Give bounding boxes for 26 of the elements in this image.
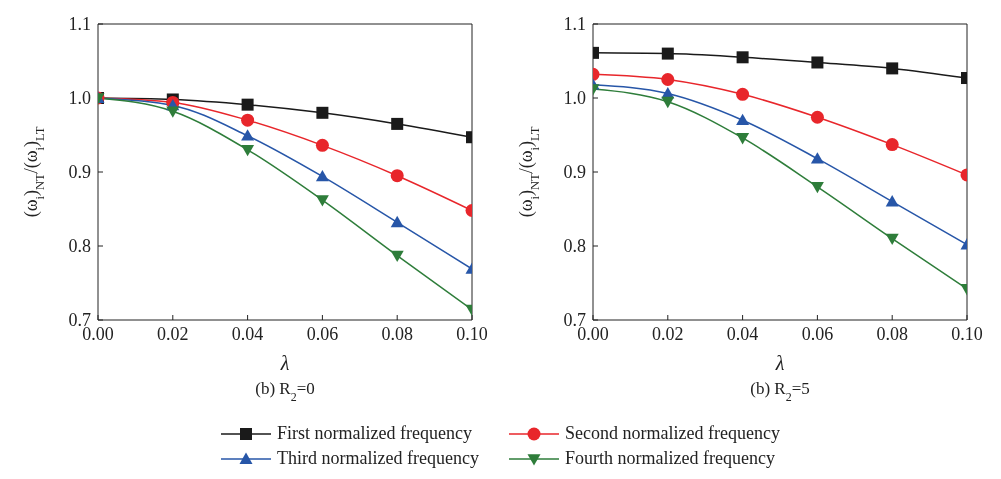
y-tick-label: 1.1: [68, 14, 91, 35]
y-tick-label: 0.8: [563, 236, 586, 257]
text: (b) R$_{2}$=0: [255, 379, 315, 404]
y-tick-label: 1.0: [563, 88, 586, 109]
y-tick-label: 0.9: [563, 162, 586, 183]
y-tick-label: 0.9: [68, 162, 91, 183]
x-tick-label: 0.08: [876, 323, 908, 344]
x-tick-label: 0.06: [306, 323, 339, 344]
y-tick-label: 1.0: [68, 88, 91, 109]
x-axis-title: λ: [774, 352, 785, 374]
x-tick-label: 0.04: [726, 323, 759, 344]
x-tick-label: 0.02: [157, 323, 189, 344]
y-tick-label: 0.8: [68, 236, 91, 257]
x-tick-label: 0.06: [801, 323, 834, 344]
legend-label: Second normalized frequency: [565, 423, 780, 444]
legend-label: Fourth normalized frequency: [565, 448, 775, 469]
legend-label: First normalized frequency: [277, 423, 473, 444]
x-tick-label: 0.10: [456, 323, 488, 344]
text: (b) R$_{2}$=5: [750, 379, 810, 404]
x-tick-label: 0.08: [381, 323, 413, 344]
legend-label: Third normalized frequency: [277, 448, 479, 469]
x-axis-title: λ: [279, 352, 290, 374]
x-tick-label: 0.02: [652, 323, 684, 344]
x-tick-label: 0.10: [951, 323, 983, 344]
y-tick-label: 1.1: [563, 14, 586, 35]
x-tick-label: 0.04: [231, 323, 264, 344]
